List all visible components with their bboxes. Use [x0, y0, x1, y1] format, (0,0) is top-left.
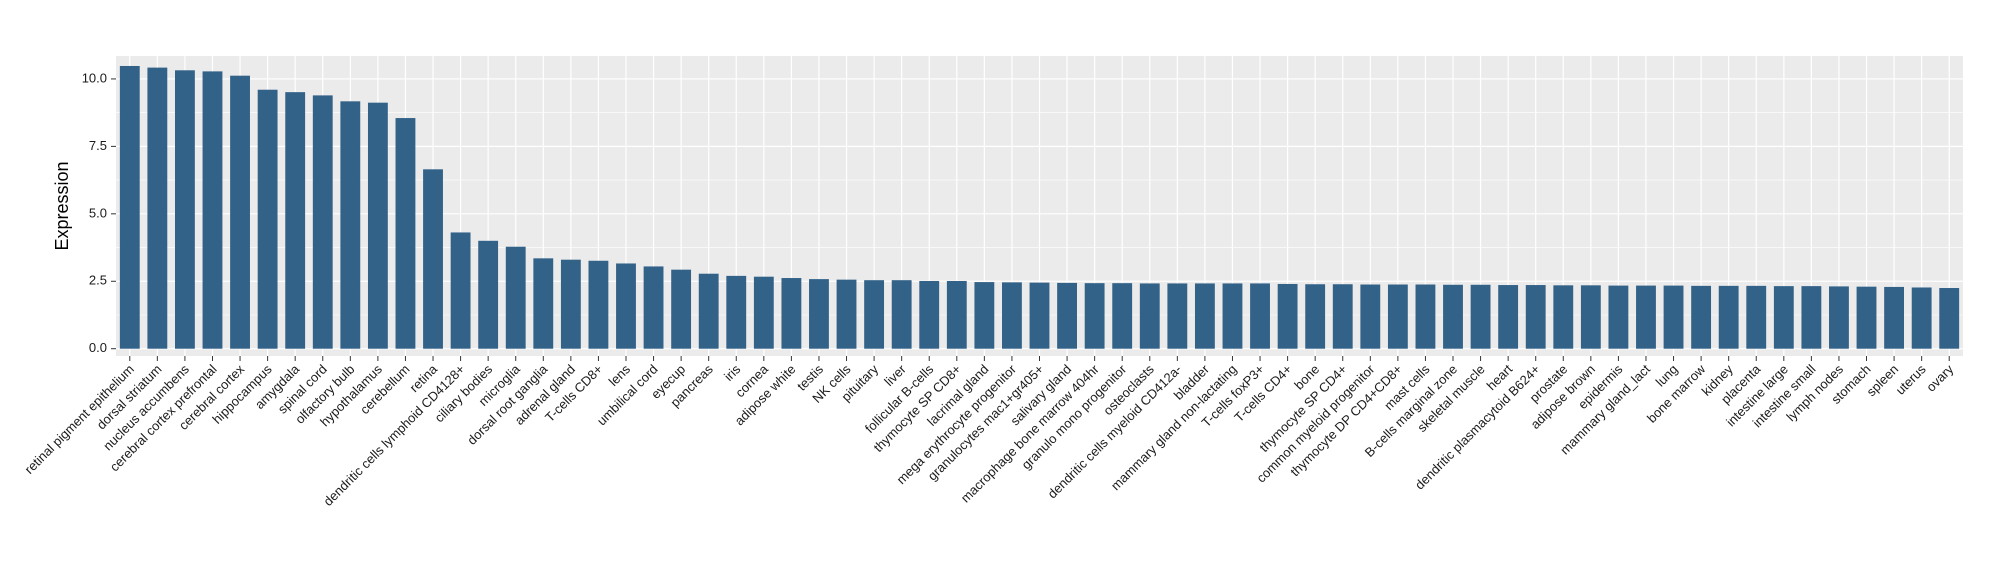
bar — [946, 281, 967, 349]
bar — [560, 259, 581, 349]
bar — [1636, 285, 1656, 349]
bar — [1608, 285, 1629, 349]
bar — [395, 118, 416, 349]
bar — [423, 169, 443, 349]
bar — [1250, 283, 1270, 349]
bar — [1691, 285, 1712, 349]
y-axis: 0.0 2.5 5.0 7.5 10.0 — [82, 70, 116, 355]
bar — [1222, 283, 1243, 349]
bar — [340, 101, 361, 349]
bar — [1911, 287, 1932, 349]
bar — [1360, 284, 1381, 349]
bar — [1194, 283, 1215, 349]
bar — [285, 92, 306, 349]
bar — [174, 70, 195, 349]
bar — [836, 279, 857, 349]
bar — [230, 75, 250, 349]
y-tick-label: 2.5 — [89, 273, 107, 288]
bar — [643, 266, 664, 349]
bar — [698, 273, 719, 349]
y-tick-label: 10.0 — [82, 70, 107, 85]
bar — [1884, 286, 1905, 349]
bar — [1525, 285, 1546, 349]
bar — [1746, 285, 1767, 349]
bar — [202, 71, 223, 349]
bar — [1057, 282, 1077, 349]
bar — [781, 278, 802, 349]
x-tick-label: ovary — [1923, 361, 1956, 394]
bar — [974, 282, 995, 349]
bar — [257, 89, 278, 349]
bar — [1498, 285, 1519, 349]
bar — [312, 95, 333, 349]
bar — [1167, 283, 1188, 349]
bar — [1277, 283, 1298, 349]
bar — [1829, 286, 1849, 349]
x-tick-label: uterus — [1893, 361, 1930, 398]
x-tick-label: spleen — [1864, 362, 1902, 400]
bar — [147, 67, 168, 349]
bar — [1029, 282, 1050, 349]
bar — [919, 281, 940, 349]
bar — [367, 102, 388, 349]
y-axis-title: Expression — [52, 161, 72, 250]
bar — [726, 275, 747, 349]
y-tick-label: 7.5 — [89, 138, 107, 153]
bar — [1002, 282, 1022, 349]
bar — [1387, 284, 1408, 349]
bar — [1112, 283, 1133, 349]
bar — [1084, 283, 1105, 349]
bar — [1553, 285, 1574, 349]
bar — [891, 280, 912, 349]
bar — [1580, 285, 1601, 349]
bar — [119, 65, 140, 349]
bar — [1443, 284, 1463, 349]
bar — [753, 276, 774, 349]
bar — [1856, 286, 1877, 349]
bar — [478, 240, 499, 349]
bar — [1470, 284, 1491, 349]
bar — [1332, 284, 1353, 349]
bar — [533, 258, 554, 349]
bar — [505, 246, 526, 349]
y-tick-label: 0.0 — [89, 340, 107, 355]
bar — [1939, 288, 1960, 349]
bars-group — [119, 65, 1960, 349]
bar — [616, 263, 636, 349]
bar — [1415, 284, 1436, 349]
bar — [1773, 286, 1794, 349]
y-tick-label: 5.0 — [89, 205, 107, 220]
bar — [588, 260, 609, 349]
bar — [1801, 286, 1822, 349]
bar — [809, 279, 829, 349]
bar — [1663, 285, 1684, 349]
bar — [450, 232, 471, 349]
bar — [864, 280, 885, 349]
bar — [1139, 283, 1160, 349]
bar — [1718, 285, 1739, 349]
bar — [1305, 284, 1326, 349]
bar — [671, 269, 692, 349]
